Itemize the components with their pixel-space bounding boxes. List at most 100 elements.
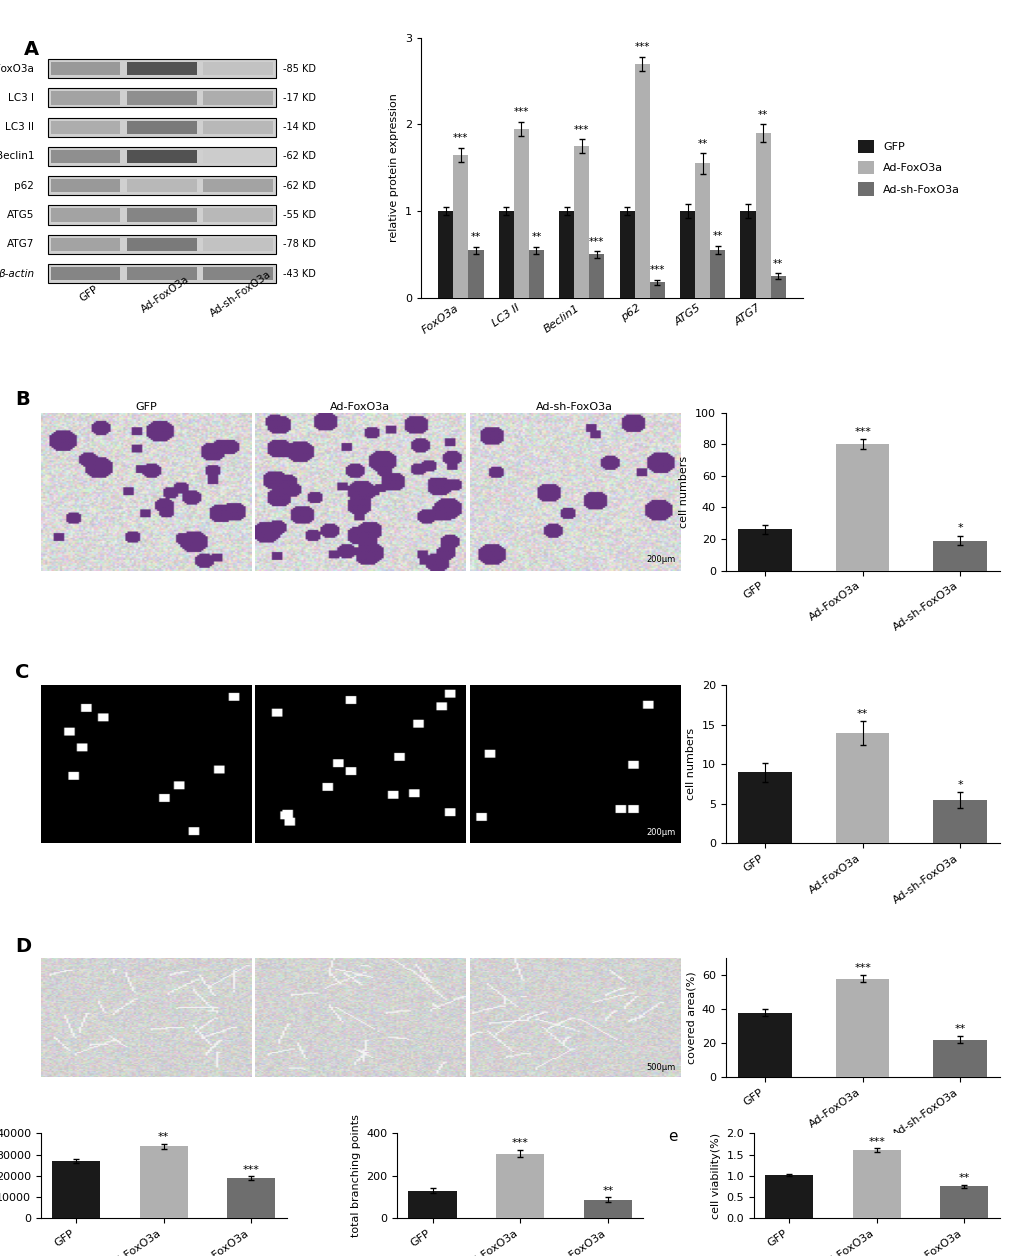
- FancyBboxPatch shape: [203, 180, 273, 192]
- Text: -17 KD: -17 KD: [282, 93, 316, 103]
- FancyBboxPatch shape: [48, 264, 276, 283]
- Bar: [649, 283, 664, 298]
- FancyBboxPatch shape: [203, 92, 273, 104]
- Bar: [764, 1174, 812, 1218]
- FancyBboxPatch shape: [203, 121, 273, 134]
- Bar: [140, 1145, 187, 1218]
- Text: **: **: [601, 1186, 612, 1196]
- Text: C: C: [15, 663, 30, 682]
- FancyBboxPatch shape: [51, 92, 120, 104]
- FancyBboxPatch shape: [203, 62, 273, 75]
- Text: **: **: [471, 232, 481, 242]
- Bar: [709, 250, 725, 298]
- Y-axis label: cell numbers: cell numbers: [679, 456, 689, 528]
- FancyBboxPatch shape: [127, 62, 197, 75]
- Bar: [835, 978, 889, 1078]
- Text: p62: p62: [14, 181, 34, 191]
- Title: Ad-sh-FoxO3a: Ad-sh-FoxO3a: [536, 402, 612, 412]
- Bar: [589, 255, 604, 298]
- Text: LC3 II: LC3 II: [5, 122, 34, 132]
- Text: ***: ***: [853, 963, 870, 972]
- Text: ***: ***: [452, 133, 468, 143]
- Text: **: **: [712, 231, 722, 241]
- Text: *: *: [957, 524, 962, 534]
- Text: ATG7: ATG7: [7, 239, 34, 249]
- Bar: [738, 772, 791, 843]
- Bar: [740, 211, 755, 298]
- Text: -55 KD: -55 KD: [282, 210, 316, 220]
- Text: **: **: [954, 1024, 965, 1034]
- Text: **: **: [158, 1133, 169, 1143]
- FancyBboxPatch shape: [203, 149, 273, 163]
- FancyBboxPatch shape: [48, 59, 276, 78]
- Text: -62 KD: -62 KD: [282, 152, 316, 162]
- FancyBboxPatch shape: [127, 208, 197, 221]
- Text: *: *: [957, 780, 962, 790]
- Text: ***: ***: [853, 427, 870, 437]
- FancyBboxPatch shape: [51, 121, 120, 134]
- Text: ***: ***: [867, 1137, 884, 1147]
- Text: 200μm: 200μm: [646, 555, 676, 564]
- Y-axis label: relative protein expression: relative protein expression: [388, 93, 398, 242]
- FancyBboxPatch shape: [48, 235, 276, 254]
- Legend: GFP, Ad-FoxO3a, Ad-sh-FoxO3a: GFP, Ad-FoxO3a, Ad-sh-FoxO3a: [852, 134, 965, 201]
- Bar: [498, 211, 514, 298]
- Text: Ad-FoxO3a: Ad-FoxO3a: [139, 274, 191, 314]
- Text: GFP: GFP: [77, 284, 100, 304]
- Bar: [514, 128, 528, 298]
- FancyBboxPatch shape: [48, 176, 276, 195]
- Text: FoxO3a: FoxO3a: [0, 64, 34, 74]
- FancyBboxPatch shape: [48, 206, 276, 225]
- Text: β-actin: β-actin: [0, 269, 34, 279]
- Bar: [770, 276, 785, 298]
- FancyBboxPatch shape: [51, 237, 120, 251]
- Text: -62 KD: -62 KD: [282, 181, 316, 191]
- Y-axis label: cell viability(%): cell viability(%): [710, 1133, 720, 1218]
- Text: e: e: [667, 1129, 677, 1144]
- Bar: [574, 146, 589, 298]
- Text: -78 KD: -78 KD: [282, 239, 316, 249]
- FancyBboxPatch shape: [48, 118, 276, 137]
- FancyBboxPatch shape: [203, 208, 273, 221]
- Text: D: D: [15, 937, 32, 956]
- Text: ***: ***: [574, 124, 589, 134]
- Bar: [619, 211, 634, 298]
- Bar: [227, 1178, 275, 1218]
- Text: **: **: [697, 138, 707, 148]
- Text: -85 KD: -85 KD: [282, 64, 316, 74]
- FancyBboxPatch shape: [48, 88, 276, 108]
- Text: ***: ***: [514, 108, 529, 117]
- Bar: [634, 64, 649, 298]
- Bar: [835, 732, 889, 843]
- Bar: [528, 250, 543, 298]
- Bar: [932, 1040, 986, 1078]
- Y-axis label: cell numbers: cell numbers: [686, 728, 696, 800]
- Text: ***: ***: [634, 43, 649, 53]
- Text: **: **: [757, 111, 767, 121]
- Text: A: A: [24, 40, 39, 59]
- Bar: [932, 800, 986, 843]
- FancyBboxPatch shape: [51, 62, 120, 75]
- Text: LC3 I: LC3 I: [8, 93, 34, 103]
- Text: -43 KD: -43 KD: [282, 269, 316, 279]
- Text: ***: ***: [512, 1138, 528, 1148]
- Bar: [452, 154, 468, 298]
- Text: 500μm: 500μm: [646, 1064, 676, 1073]
- Bar: [755, 133, 770, 298]
- Text: ***: ***: [243, 1166, 260, 1176]
- FancyBboxPatch shape: [51, 266, 120, 280]
- FancyBboxPatch shape: [127, 121, 197, 134]
- Text: -14 KD: -14 KD: [282, 122, 316, 132]
- FancyBboxPatch shape: [48, 147, 276, 166]
- Text: Beclin1: Beclin1: [0, 152, 34, 162]
- Text: **: **: [531, 232, 541, 242]
- Bar: [852, 1150, 900, 1218]
- FancyBboxPatch shape: [127, 237, 197, 251]
- Bar: [694, 163, 709, 298]
- FancyBboxPatch shape: [51, 180, 120, 192]
- Text: ***: ***: [649, 265, 664, 275]
- Y-axis label: covered area(%): covered area(%): [686, 971, 696, 1064]
- Text: **: **: [958, 1173, 969, 1183]
- FancyBboxPatch shape: [51, 149, 120, 163]
- Text: ***: ***: [589, 236, 604, 246]
